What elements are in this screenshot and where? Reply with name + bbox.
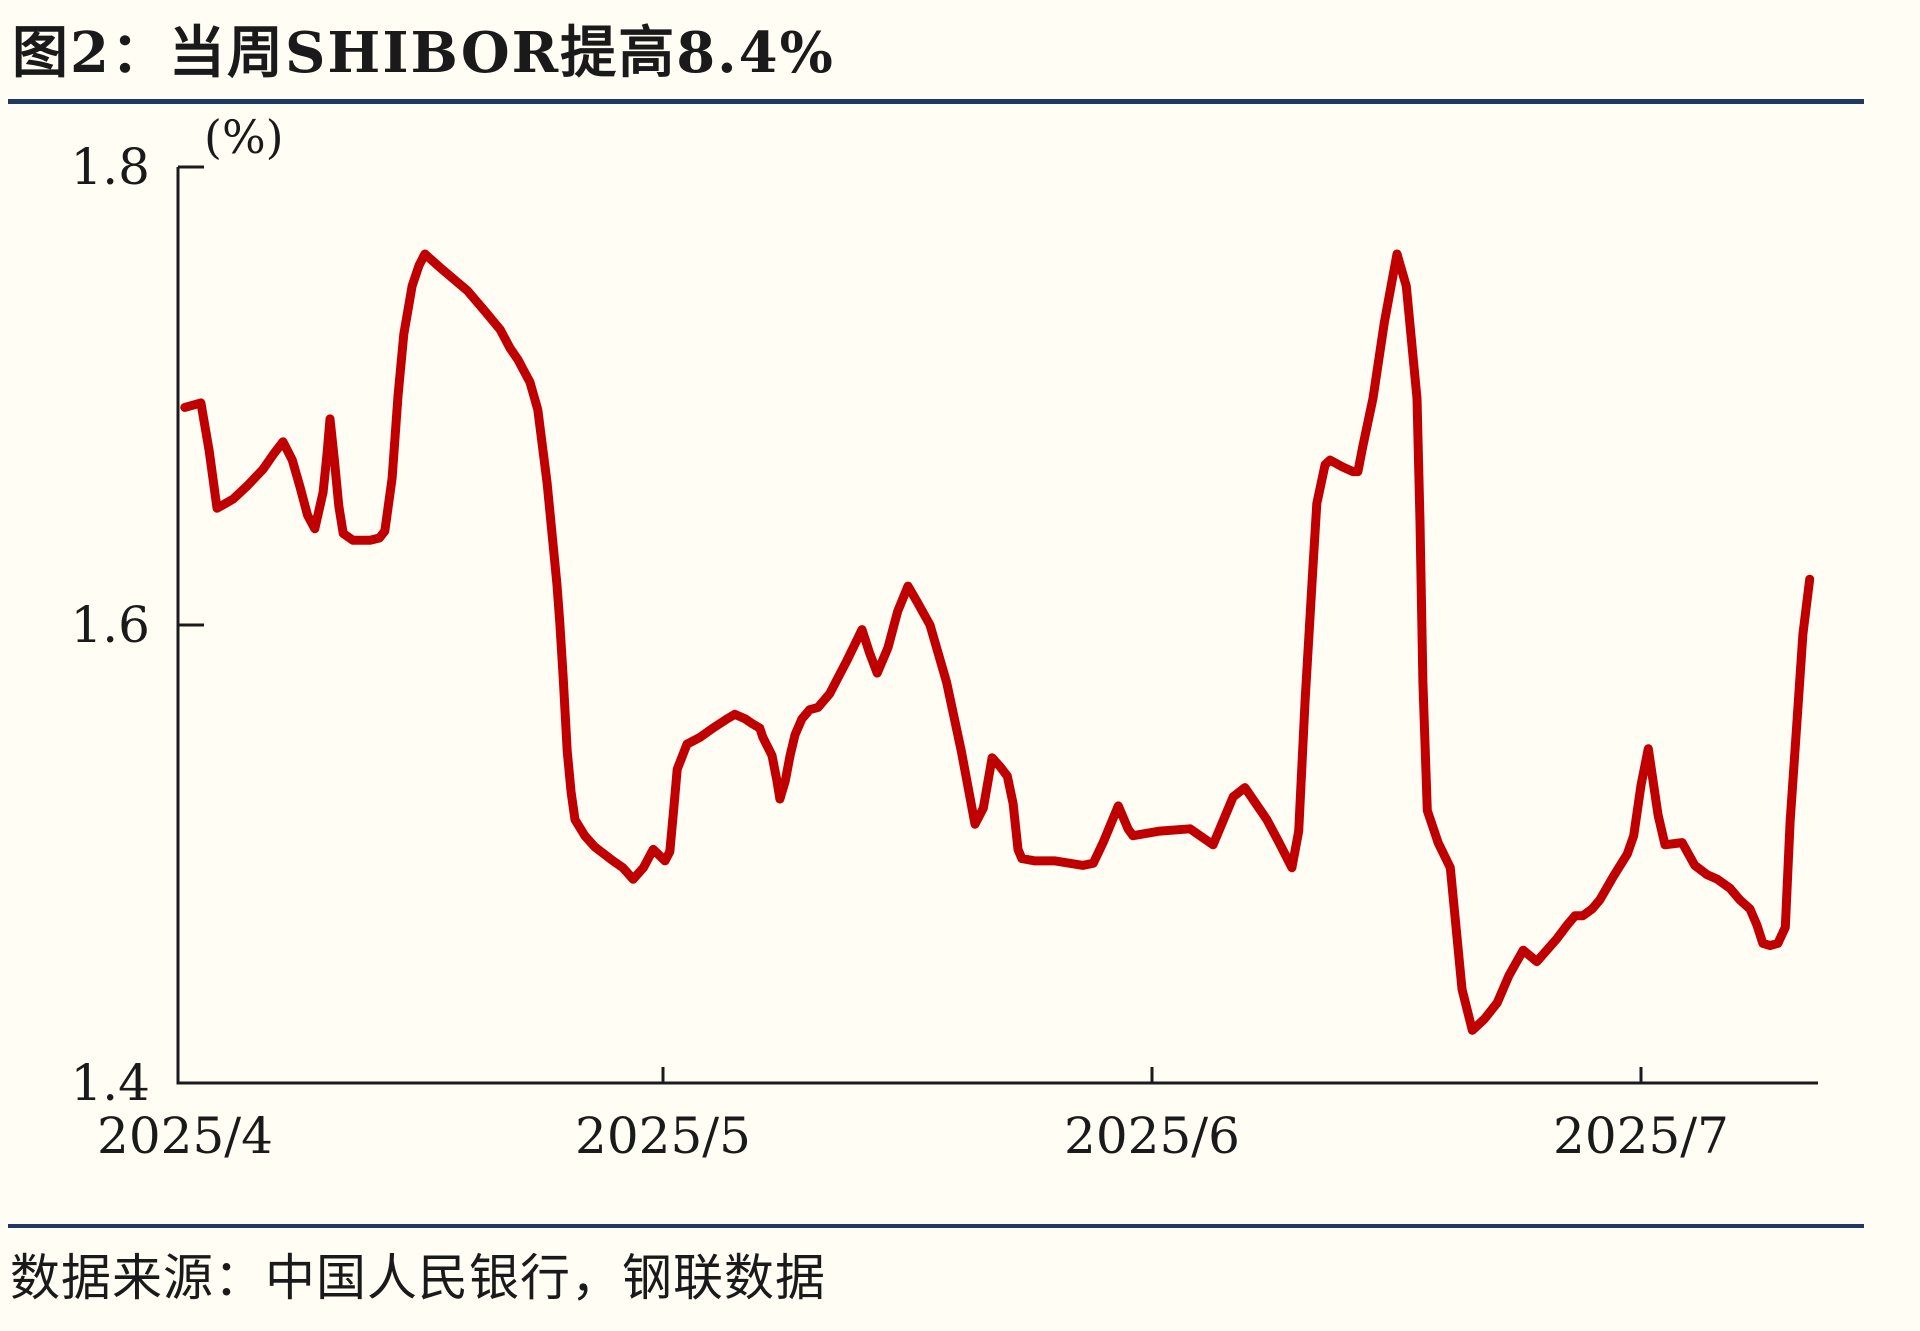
y-axis-unit-label: (%) <box>204 110 284 164</box>
y-axis-tick-label: 1.6 <box>70 596 150 654</box>
figure-title: 图2：当周SHIBOR提高8.4% <box>12 20 835 86</box>
y-axis-tick-label: 1.8 <box>70 138 150 196</box>
x-axis-tick-label: 2025/5 <box>575 1107 751 1165</box>
data-source-note: 数据来源：中国人民银行，钢联数据 <box>10 1249 826 1307</box>
bottom-divider-rule <box>8 1224 1864 1228</box>
y-axis-tick-label: 1.4 <box>70 1054 150 1112</box>
axes <box>176 167 1818 1085</box>
x-axis-tick-label: 2025/6 <box>1064 1107 1240 1165</box>
top-divider-rule <box>8 99 1864 104</box>
shibor-series-line <box>180 249 1815 1035</box>
x-axis-tick-label: 2025/4 <box>97 1107 273 1165</box>
x-axis-tick-label: 2025/7 <box>1553 1107 1729 1165</box>
